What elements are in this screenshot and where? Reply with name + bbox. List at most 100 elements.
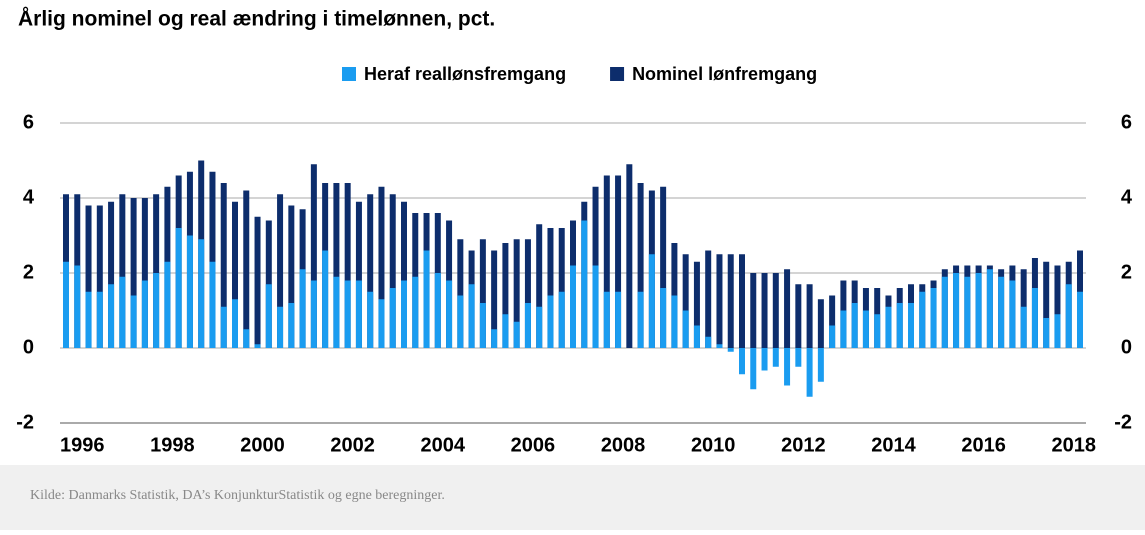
bar: [1043, 261, 1050, 348]
bar: [434, 273, 441, 348]
bar: [919, 291, 926, 348]
bar: [660, 288, 667, 348]
bar: [502, 243, 509, 348]
bar: [840, 310, 847, 348]
bar: [885, 306, 892, 348]
bar: [750, 348, 757, 390]
bar: [355, 201, 362, 348]
bar: [862, 310, 869, 348]
bar: [1009, 280, 1016, 348]
source: Kilde: Danmarks Statistik, DA’s Konjunkt…: [30, 488, 445, 503]
bar: [930, 288, 937, 348]
bar: [615, 175, 622, 348]
bar: [141, 198, 148, 348]
x-tick-label: 2016: [961, 434, 1006, 456]
x-tick-label: 1998: [150, 434, 195, 456]
bar: [198, 239, 205, 348]
bar: [378, 299, 385, 348]
bar: [682, 310, 689, 348]
bar: [141, 280, 148, 348]
legend-label: Heraf reallønsfremgang: [364, 64, 566, 84]
bar: [220, 183, 227, 348]
bar: [243, 190, 250, 348]
bar: [232, 201, 238, 348]
bar: [682, 254, 689, 348]
bar: [953, 273, 960, 348]
bar: [232, 299, 238, 348]
bar: [175, 228, 182, 348]
bar: [119, 276, 126, 348]
y2-tick-label: -2: [1114, 411, 1132, 433]
bar: [603, 175, 610, 348]
bar: [277, 194, 284, 348]
bar: [130, 295, 137, 348]
bar: [310, 164, 317, 348]
bar: [378, 186, 385, 348]
bar: [254, 344, 261, 348]
bar: [761, 348, 768, 371]
bar: [648, 254, 655, 348]
x-tick-label: 2014: [871, 434, 916, 456]
bar: [739, 348, 745, 375]
y2-tick-label: 0: [1121, 336, 1132, 358]
bar: [119, 194, 126, 348]
bar: [130, 198, 137, 348]
bar: [547, 228, 554, 348]
y-tick-label: 6: [23, 111, 34, 133]
bar: [265, 284, 272, 348]
chart-title: Årlig nominel og real ændring i timelønn…: [18, 7, 495, 31]
bar: [1054, 265, 1061, 348]
bar: [243, 329, 250, 348]
bar: [299, 269, 306, 348]
legend-swatch: [610, 67, 625, 81]
bar: [389, 288, 396, 348]
bar: [1043, 318, 1050, 348]
bar: [851, 303, 858, 348]
bar: [986, 269, 993, 348]
bar: [1054, 314, 1061, 348]
bar: [491, 329, 498, 348]
x-tick-label: 2000: [240, 434, 285, 456]
bar: [784, 269, 791, 348]
bar: [1020, 306, 1027, 348]
bar: [74, 265, 81, 348]
bar: [367, 291, 374, 348]
bar: [108, 284, 115, 348]
y2-tick-label: 2: [1121, 261, 1132, 283]
bar: [164, 261, 171, 348]
bar: [85, 205, 92, 348]
bar: [524, 239, 531, 348]
bar: [874, 314, 881, 348]
bar: [254, 216, 261, 348]
bar: [998, 276, 1005, 348]
y2-tick-label: 4: [1121, 186, 1133, 208]
legend-swatch: [342, 67, 356, 81]
bar: [513, 239, 520, 348]
bar: [761, 273, 768, 348]
bar: [1031, 288, 1038, 348]
bar: [502, 314, 509, 348]
bar: [153, 194, 160, 348]
bar: [975, 273, 982, 348]
bar: [344, 280, 351, 348]
bar: [829, 325, 836, 348]
x-tick-label: 1996: [60, 434, 105, 456]
bar: [558, 228, 565, 348]
x-tick-label: 2002: [330, 434, 375, 456]
bar: [457, 239, 464, 348]
bar: [795, 284, 802, 348]
bar: [310, 280, 317, 348]
y-tick-label: 2: [23, 261, 34, 283]
x-tick-label: 2012: [781, 434, 826, 456]
bar: [355, 280, 362, 348]
bar: [96, 291, 103, 348]
bar: [750, 273, 757, 348]
bar: [1077, 291, 1083, 348]
bar: [513, 321, 520, 348]
bar: [693, 325, 700, 348]
y-tick-label: 0: [23, 336, 34, 358]
bar: [153, 273, 160, 348]
bar: [277, 306, 284, 348]
bar: [615, 291, 622, 348]
bar: [524, 303, 531, 348]
